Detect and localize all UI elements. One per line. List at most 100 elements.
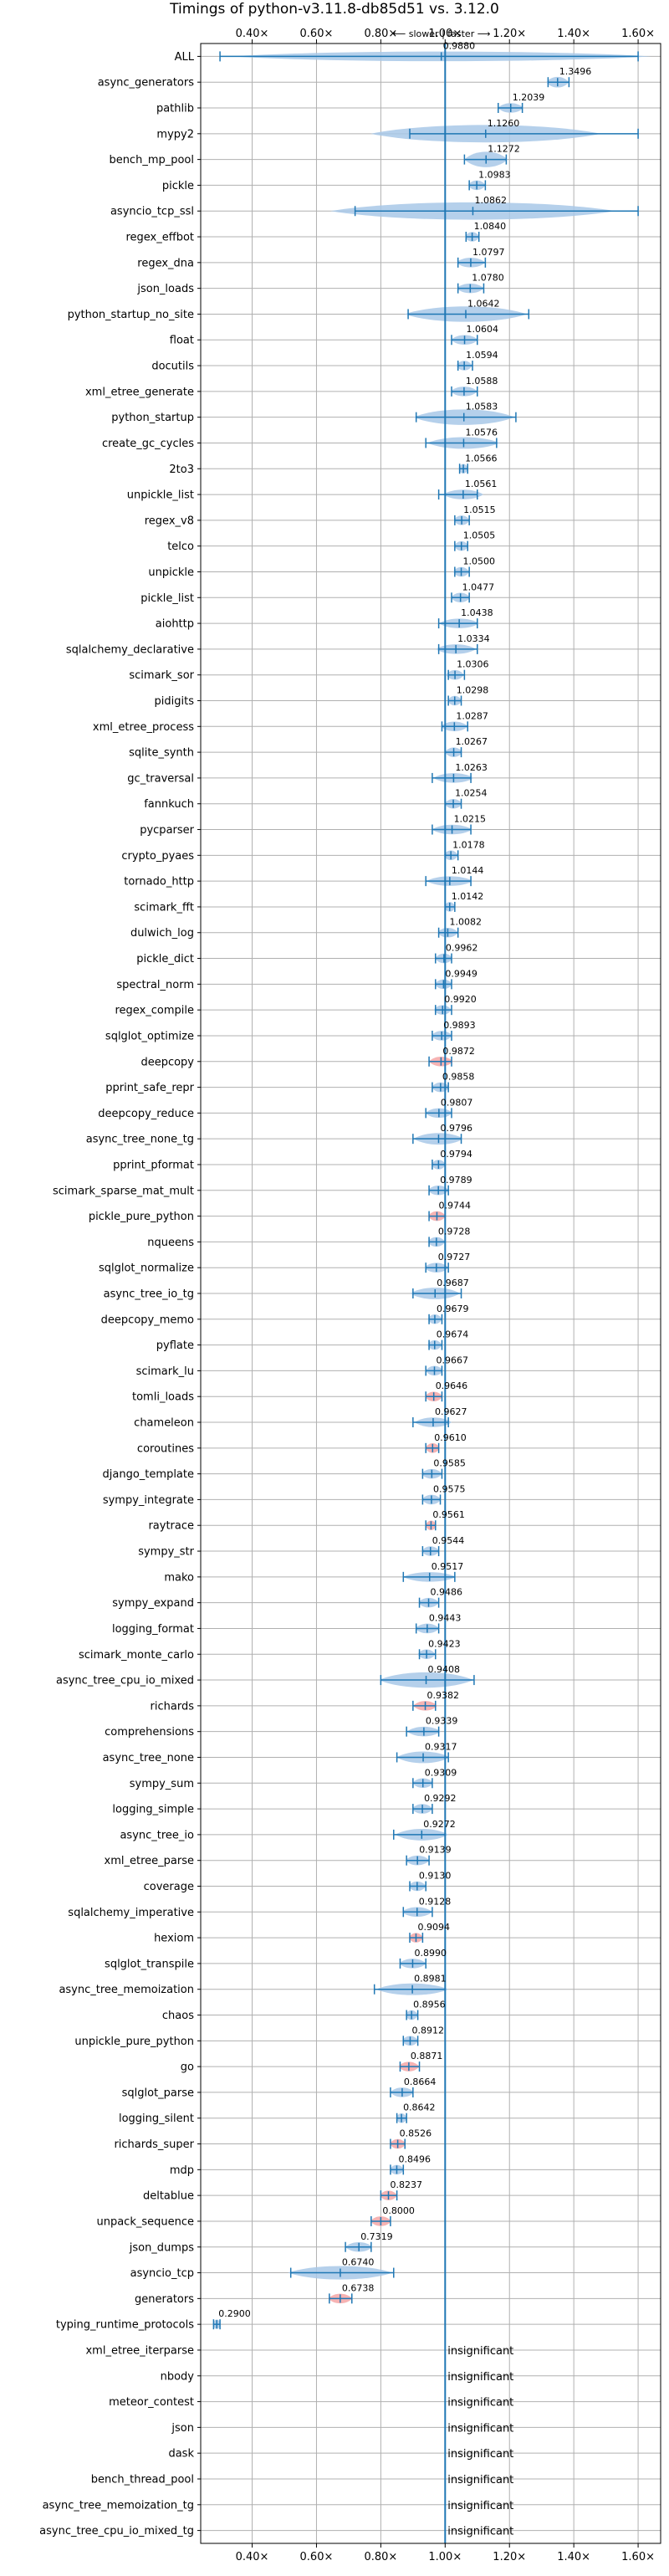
mean-value-label: 0.8526 [400, 2128, 432, 2139]
mean-value-label: 1.0178 [452, 839, 485, 850]
mean-value-label: 0.9872 [442, 1046, 475, 1057]
bottom-tick-label: 1.00× [428, 2551, 462, 2563]
mean-value-label: 1.0082 [449, 917, 482, 928]
benchmark-label: deepcopy_memo [101, 1314, 194, 1326]
mean-value-label: 0.9094 [417, 1922, 450, 1933]
mean-value-label: 1.0561 [465, 479, 498, 489]
mean-value-label: 0.8237 [391, 2179, 423, 2190]
mean-value-label: 1.0642 [467, 298, 500, 309]
axis-ticks: 0.40× 0.40× 0.60× 0.60× 0.80× 0.80× 1.00× 1.00×… [197, 28, 655, 2563]
mean-value-label: 0.9139 [419, 1845, 452, 1856]
benchmark-label: tornado_http [124, 876, 194, 889]
benchmark-label: async_tree_io_tg [104, 1288, 194, 1301]
benchmark-label: ALL [175, 51, 195, 64]
mean-value-label: 1.1260 [488, 118, 520, 129]
benchmark-label: pickle [162, 180, 194, 192]
mean-value-label: 0.9517 [432, 1561, 464, 1572]
mean-value-label: 0.9309 [425, 1767, 457, 1778]
mean-value-label: 0.7319 [360, 2231, 393, 2242]
mean-value-label: 1.0515 [463, 504, 496, 515]
benchmark-label: deepcopy [140, 1056, 194, 1068]
bottom-tick-label: 1.40× [557, 2551, 590, 2563]
benchmark-label: async_tree_cpu_io_mixed [56, 1675, 194, 1687]
mean-value-label: 0.9858 [442, 1072, 475, 1083]
mean-value-label: 0.9727 [438, 1252, 471, 1262]
benchmark-label: regex_compile [115, 1005, 194, 1017]
mean-value-label: 0.9423 [428, 1638, 461, 1649]
benchmark-label: logging_simple [112, 1804, 194, 1816]
value-labels: 0.9880 1.3496 1.2039 1.1260 1.1272 1.0983 1.08… [218, 40, 591, 2538]
benchmark-label: scimark_fft [134, 901, 194, 914]
benchmark-label: deltablue [143, 2190, 194, 2203]
benchmark-label: richards_super [114, 2138, 194, 2151]
benchmark-label: mako [164, 1571, 194, 1584]
mean-value-label: 1.0267 [456, 736, 488, 747]
benchmark-label: nbody [161, 2370, 195, 2383]
plot-frame [200, 43, 661, 2544]
benchmark-label: async_tree_cpu_io_mixed_tg [39, 2525, 194, 2538]
mean-value-label: 0.9408 [428, 1664, 461, 1675]
chart-title: Timings of python-v3.11.8-db85d51 vs. 3.… [169, 1, 499, 18]
mean-value-label: 0.8981 [414, 1974, 446, 1984]
mean-value-label: 0.8000 [382, 2205, 415, 2216]
benchmark-label: regex_v8 [145, 515, 194, 527]
benchmark-label: async_tree_none_tg [86, 1134, 194, 1146]
mean-value-label: 0.9728 [438, 1226, 471, 1237]
top-tick-label: 1.40× [557, 28, 590, 40]
mean-value-label: 0.9575 [433, 1483, 466, 1494]
mean-value-label: 0.9807 [441, 1097, 473, 1108]
mean-value-label: 0.9949 [445, 968, 477, 979]
benchmark-label: scimark_sparse_mat_mult [53, 1185, 194, 1197]
benchmark-label: sqlalchemy_declarative [66, 643, 194, 656]
mean-value-label: 0.9962 [446, 943, 478, 954]
benchmark-label: sympy_sum [130, 1778, 194, 1790]
mean-value-label: 0.9920 [444, 994, 477, 1005]
benchmark-label: dask [168, 2448, 194, 2461]
benchmark-label: hexiom [154, 1933, 194, 1945]
benchmark-label: pidigits [155, 695, 195, 708]
benchmark-label: asyncio_tcp [130, 2267, 194, 2280]
mean-value-label: 0.8990 [414, 1948, 447, 1959]
bottom-tick-label: 0.80× [364, 2551, 397, 2563]
benchmark-label: create_gc_cycles [102, 438, 194, 450]
benchmark-label: sqlalchemy_imperative [68, 1907, 194, 1919]
benchmark-label: unpickle [148, 566, 194, 579]
benchmark-label: sqlglot_transpile [105, 1958, 194, 1970]
insignificant-label: insignificant [447, 2526, 513, 2538]
benchmark-label: bench_mp_pool [109, 154, 194, 166]
mean-value-label: 1.0583 [466, 402, 498, 412]
benchmark-label: xml_etree_iterparse [85, 2344, 194, 2357]
mean-value-label: 1.0215 [454, 814, 487, 825]
mean-value-label: 0.9744 [438, 1201, 471, 1211]
benchmark-label: django_template [103, 1468, 194, 1481]
mean-value-label: 0.9443 [429, 1612, 462, 1623]
top-tick-label: 0.60× [300, 28, 334, 40]
benchmark-label: richards [151, 1700, 195, 1713]
mean-value-label: 0.9382 [427, 1690, 460, 1701]
mean-value-label: 0.9687 [437, 1278, 469, 1288]
insignificant-label: insignificant [447, 2397, 513, 2410]
benchmark-label: xml_etree_process [93, 721, 194, 734]
mean-value-label: 0.9789 [440, 1175, 472, 1186]
mean-value-label: 0.9486 [431, 1587, 463, 1598]
benchmark-label: coverage [144, 1881, 194, 1893]
chart-subtitle: ⟵ slower | faster ⟶ [393, 28, 491, 39]
mean-value-label: 0.9796 [440, 1123, 472, 1134]
mean-value-label: 0.9667 [437, 1355, 469, 1365]
benchmark-label: pickle_dict [136, 953, 194, 965]
mean-value-label: 0.6738 [342, 2282, 375, 2293]
benchmark-label: mdp [170, 2164, 194, 2177]
mean-value-label: 0.9128 [419, 1896, 452, 1907]
mean-value-label: 0.9339 [426, 1716, 458, 1727]
benchmark-label: aiohttp [156, 618, 194, 631]
bottom-tick-label: 0.40× [236, 2551, 269, 2563]
mean-value-label: 0.9880 [443, 40, 476, 51]
mean-value-label: 1.0263 [455, 762, 488, 773]
benchmark-label: chaos [162, 2010, 194, 2022]
benchmark-label: comprehensions [105, 1726, 194, 1739]
benchmark-label: deepcopy_reduce [98, 1108, 194, 1120]
mean-value-label: 1.0588 [466, 376, 498, 387]
